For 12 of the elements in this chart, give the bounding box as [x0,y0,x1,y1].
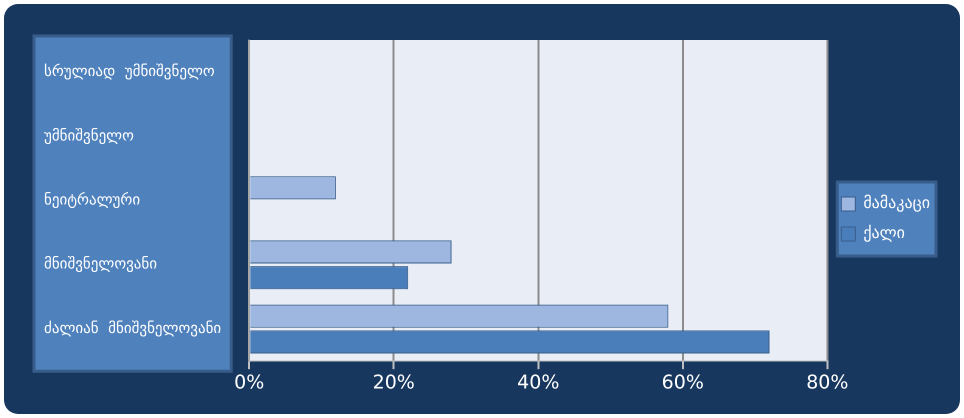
y-tick-label: სრულიად უმნიშვნელო [44,62,215,80]
y-tick-label: მნიშვნელოვანი [44,254,158,273]
y-tick-label: ნეიტრალური [44,190,140,208]
y-tick-label: უმნიშვნელო [44,126,134,144]
x-tick-label: 80% [806,372,848,394]
x-tick-label: 0% [234,372,264,394]
y-tick-label: ძალიან მნიშვნელოვანი [44,318,222,337]
x-tick-label: 40% [517,372,560,394]
x-tick-label: 20% [372,372,415,394]
legend-label: ქალი [863,223,905,242]
legend-label: მამაკაცი [863,193,930,212]
x-tick-label: 60% [662,372,704,394]
